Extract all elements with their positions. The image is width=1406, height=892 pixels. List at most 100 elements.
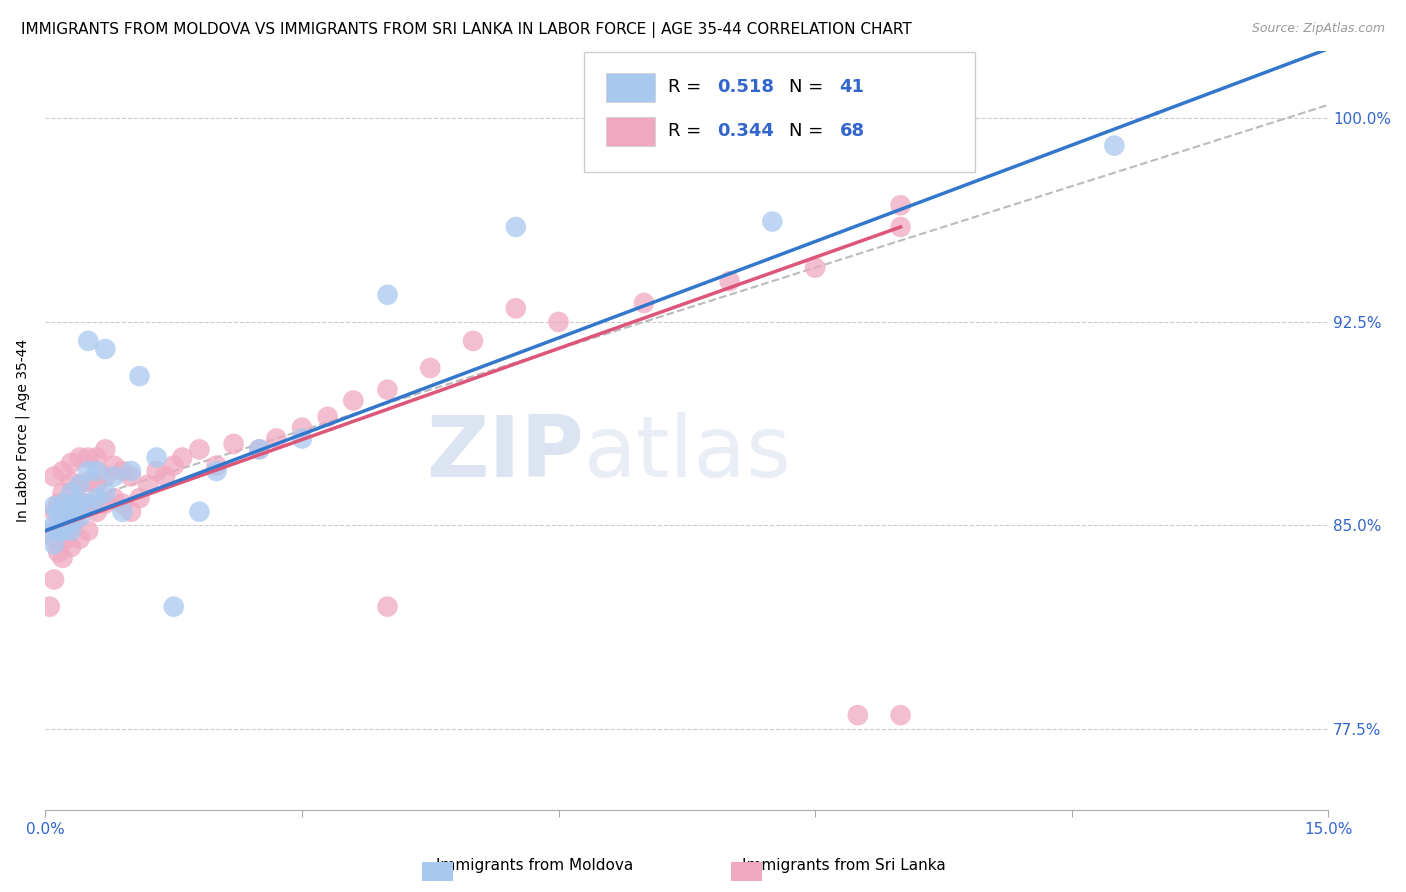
Point: [52, 516, 75, 530]
Point: [69, 477, 91, 491]
Text: atlas: atlas: [583, 411, 792, 495]
Point: [505, 301, 527, 316]
Point: [52, 464, 75, 478]
Point: [761, 214, 783, 228]
Point: [890, 708, 912, 723]
Point: [128, 491, 150, 505]
Point: [291, 432, 314, 446]
Point: [42, 573, 65, 587]
Point: [60, 524, 83, 538]
Point: [42, 469, 65, 483]
Point: [69, 502, 91, 516]
Point: [65, 497, 87, 511]
Point: [419, 361, 441, 376]
Point: [461, 334, 484, 348]
Point: [205, 464, 228, 478]
Point: [111, 464, 134, 478]
Point: [222, 437, 245, 451]
Point: [38, 599, 60, 614]
Point: [69, 477, 91, 491]
Point: [111, 497, 134, 511]
Point: [56, 497, 79, 511]
Point: [52, 497, 75, 511]
Point: [86, 464, 108, 478]
Point: [86, 477, 108, 491]
Point: [377, 599, 399, 614]
Point: [46, 524, 69, 538]
Point: [188, 442, 211, 457]
Point: [60, 516, 83, 530]
Point: [73, 497, 96, 511]
Point: [42, 505, 65, 519]
Point: [266, 432, 288, 446]
Text: R =: R =: [668, 78, 707, 96]
FancyBboxPatch shape: [606, 73, 655, 102]
Point: [60, 497, 83, 511]
Point: [69, 497, 91, 511]
Point: [120, 469, 142, 483]
Point: [60, 518, 83, 533]
Point: [38, 524, 60, 538]
Point: [103, 458, 125, 473]
Point: [60, 456, 83, 470]
Point: [42, 532, 65, 546]
Point: [377, 383, 399, 397]
Point: [163, 599, 186, 614]
Point: [46, 545, 69, 559]
Point: [153, 469, 176, 483]
Point: [120, 505, 142, 519]
Point: [718, 274, 741, 288]
Point: [136, 477, 159, 491]
Point: [163, 458, 186, 473]
Point: [86, 505, 108, 519]
Point: [145, 464, 167, 478]
Point: [247, 442, 270, 457]
Point: [56, 518, 79, 533]
Point: [46, 497, 69, 511]
Point: [342, 393, 364, 408]
Point: [128, 369, 150, 384]
Point: [69, 510, 91, 524]
Point: [86, 491, 108, 505]
Point: [103, 469, 125, 483]
FancyBboxPatch shape: [606, 117, 655, 145]
Point: [77, 524, 100, 538]
Text: Immigrants from Moldova: Immigrants from Moldova: [436, 858, 633, 872]
Text: 0.344: 0.344: [717, 122, 775, 140]
Point: [188, 505, 211, 519]
Text: R =: R =: [668, 122, 707, 140]
Point: [94, 485, 117, 500]
Point: [505, 219, 527, 234]
FancyBboxPatch shape: [583, 53, 976, 172]
Point: [52, 485, 75, 500]
Text: IMMIGRANTS FROM MOLDOVA VS IMMIGRANTS FROM SRI LANKA IN LABOR FORCE | AGE 35-44 : IMMIGRANTS FROM MOLDOVA VS IMMIGRANTS FR…: [21, 22, 912, 38]
Point: [120, 464, 142, 478]
Point: [77, 464, 100, 478]
Point: [42, 500, 65, 514]
Point: [42, 518, 65, 533]
Point: [94, 442, 117, 457]
Point: [77, 475, 100, 489]
Point: [247, 442, 270, 457]
Text: Source: ZipAtlas.com: Source: ZipAtlas.com: [1251, 22, 1385, 36]
Y-axis label: In Labor Force | Age 35-44: In Labor Force | Age 35-44: [15, 339, 30, 522]
Point: [547, 315, 569, 329]
Point: [69, 532, 91, 546]
Point: [77, 497, 100, 511]
Point: [52, 524, 75, 538]
Point: [52, 505, 75, 519]
Text: N =: N =: [789, 78, 830, 96]
Point: [52, 550, 75, 565]
Point: [69, 450, 91, 465]
Point: [52, 502, 75, 516]
Point: [77, 497, 100, 511]
Text: 68: 68: [839, 122, 865, 140]
Text: Immigrants from Sri Lanka: Immigrants from Sri Lanka: [742, 858, 945, 872]
Point: [77, 334, 100, 348]
Point: [86, 450, 108, 465]
Point: [60, 475, 83, 489]
Point: [46, 505, 69, 519]
Point: [60, 485, 83, 500]
Point: [60, 540, 83, 554]
Point: [316, 409, 339, 424]
